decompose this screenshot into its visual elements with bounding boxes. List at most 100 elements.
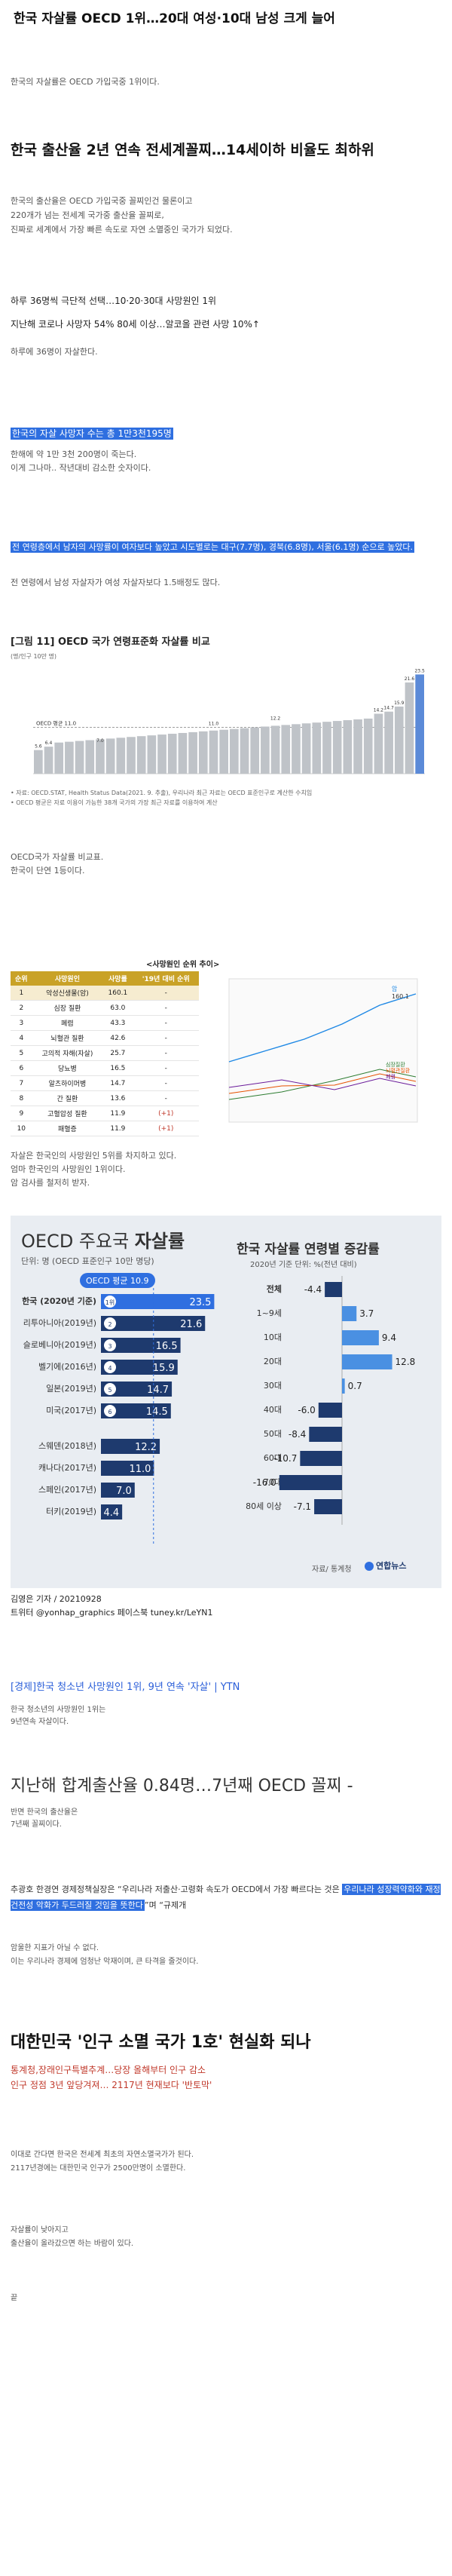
data-label: 5.6 — [35, 744, 42, 750]
info-subtitle-left: 단위: 명 (OECD 표준인구 10만 명당) — [21, 1256, 154, 1266]
rank-label: 6 — [108, 1409, 111, 1415]
death-cause-figure: <사망원인 순위 추이> 순위 사망원인 사망률 '19년 대비 순위 1 악성신생물(… — [11, 958, 432, 1139]
table-cell: - — [133, 1030, 199, 1046]
table-cell: (+1) — [133, 1106, 199, 1121]
news-link-ytn[interactable]: [경제]한국 청소년 사망원인 1위, 9년 연속 '자살' | YTN — [11, 1682, 240, 1693]
series-label: 폐렴 — [386, 1073, 396, 1080]
age-label: 60대 — [264, 1453, 282, 1463]
text-line: 출산율이 올라갔으면 하는 바람이 있다. — [11, 2240, 134, 2248]
text-line: 한국 청소년의 사망원인 1위는 — [11, 1706, 106, 1714]
bar — [312, 722, 322, 774]
logo-text: 연합뉴스 — [376, 1561, 407, 1571]
text-line: 한국이 단연 1등이다. — [11, 866, 85, 876]
bar — [353, 719, 362, 774]
info-source: 자료/ 통계청 — [312, 1566, 352, 1574]
bar-positive — [342, 1306, 357, 1321]
text-line: 엄마 한국인의 사망원인 1위이다. — [11, 1164, 126, 1174]
table-cell: 160.1 — [102, 986, 133, 1001]
rank-badge — [104, 1296, 116, 1308]
text-line: 전 연령에서 남성 자살자가 여성 자살자보다 1.5배정도 많다. — [11, 578, 221, 587]
text-line: 한해에 약 1만 3천 200명이 죽는다. — [11, 449, 137, 459]
age-label: 전체 — [267, 1283, 282, 1294]
data-label: 14.7 — [383, 706, 394, 711]
table-cell: 2 — [11, 1000, 32, 1016]
title-part: OECD 주요국 — [21, 1231, 135, 1252]
table-header: 순위 — [11, 971, 32, 986]
table-cell: 14.7 — [102, 1075, 133, 1091]
age-label: 40대 — [264, 1405, 282, 1415]
text-line: 2117년경에는 대한민국 인구가 2500만명이 소멸한다. — [11, 2164, 186, 2173]
bar-negative — [309, 1427, 342, 1442]
text-line: 한국의 자살률은 OECD 가입국중 1위이다. — [11, 77, 160, 87]
bar — [394, 706, 404, 774]
figure-ylabel: (명/인구 10만 명) — [11, 653, 57, 660]
text-line: 암울한 지표가 아닐 수 없다. — [11, 1944, 99, 1952]
text-line: 7년째 꼴찌이다. — [11, 1820, 62, 1829]
bar — [75, 741, 84, 774]
table-row: 5 고의적 자해(자살) 25.7- — [11, 1045, 199, 1061]
value-label: 3.7 — [359, 1308, 374, 1319]
logo-icon — [365, 1562, 374, 1571]
bar — [384, 711, 393, 774]
table-cell: 폐렴 — [32, 1015, 103, 1031]
table-cell: 25.7 — [102, 1045, 133, 1061]
country-label: 터키(2019년) — [46, 1507, 96, 1516]
table-header: 사망률 — [102, 971, 133, 986]
text-line: 자살률이 낮아지고 — [11, 2226, 69, 2234]
table-cell: 8 — [11, 1090, 32, 1106]
rank-badge — [104, 1383, 116, 1395]
info-title-right: 한국 자살률 연령별 증감률 — [237, 1242, 380, 1257]
table-row: 3 폐렴 43.3- — [11, 1015, 199, 1031]
bar — [116, 738, 126, 774]
text-line: 진짜로 세계에서 가장 빠른 속도로 자연 소멸중인 국가가 되었다. — [11, 225, 233, 235]
table-cell: 13.6 — [102, 1090, 133, 1106]
quote-line: 지난해 코로나 사망자 54% 80세 이상…알코올 관련 사망 10%↑ — [11, 319, 260, 330]
value-label: 4.4 — [103, 1507, 119, 1519]
value-label: 12.8 — [396, 1357, 416, 1367]
text-line: 하루에 36명이 자살한다. — [11, 347, 98, 357]
text-line: 이게 그나마.. 작년대비 감소한 숫자이다. — [11, 463, 151, 473]
bar — [405, 682, 414, 774]
text-line: 9년연속 자살이다. — [11, 1718, 69, 1726]
country-label: 스웨덴(2018년) — [38, 1441, 96, 1451]
bar — [136, 736, 146, 774]
highlight-text: 한국의 자살 사망자 수는 총 1만3천195명 — [11, 428, 173, 440]
age-label: 1~9세 — [257, 1308, 282, 1318]
age-label: 70대 — [264, 1477, 282, 1487]
bar — [101, 1483, 135, 1498]
series-label: 암 — [392, 985, 398, 992]
series-line — [228, 1073, 417, 1094]
value-label: 9.4 — [382, 1332, 396, 1343]
bar — [101, 1316, 206, 1331]
bar — [261, 726, 270, 774]
headline-birthrate: 한국 출산율 2년 연속 전세계꼴찌…14세이하 비율도 최하위 — [11, 142, 374, 158]
series-line — [228, 1078, 417, 1090]
table-cell: 11.9 — [102, 1121, 133, 1136]
rank-label: 5 — [108, 1387, 111, 1394]
rank-label: 2 — [108, 1321, 111, 1328]
bar-negative — [325, 1282, 342, 1297]
table-cell: - — [133, 1075, 199, 1091]
bar — [96, 739, 105, 774]
highlight-text: 전 연령층에서 남자의 사망률이 여자보다 높았고 시도별로는 대구(7.7명)… — [11, 541, 414, 553]
bar — [101, 1360, 178, 1375]
value-label: -8.4 — [289, 1429, 306, 1440]
value-label: -7.1 — [294, 1501, 311, 1512]
bar-korea — [415, 674, 424, 774]
bar — [374, 713, 383, 774]
country-label: 캐나다(2017년) — [38, 1463, 96, 1473]
data-label: 14.2 — [374, 707, 384, 713]
country-label: 스페인(2017년) — [38, 1485, 96, 1495]
table-cell: 간 질환 — [32, 1090, 103, 1106]
bar-negative — [318, 1403, 342, 1418]
bar — [343, 720, 353, 774]
rank-badge — [104, 1405, 116, 1417]
text-span: 추광호 한경연 경제정책실장은 “우리나라 저출산·고령화 속도가 OECD에서… — [11, 1884, 340, 1894]
yonhap-infographic: OECD 주요국 자살률 단위: 명 (OECD 표준인구 10만 명당) OE… — [11, 1216, 441, 1588]
table-cell: 16.5 — [102, 1060, 133, 1076]
bar — [198, 731, 208, 774]
data-label: 11.0 — [209, 721, 219, 726]
post-title: 한국 자살률 OECD 1위…20대 여성·10대 남성 크게 늘어 — [14, 11, 335, 26]
text-line: 이는 우리나라 경제에 엄청난 악재이며, 큰 타격을 줄것이다. — [11, 1958, 199, 1966]
country-label: 일본(2019년) — [46, 1383, 96, 1394]
